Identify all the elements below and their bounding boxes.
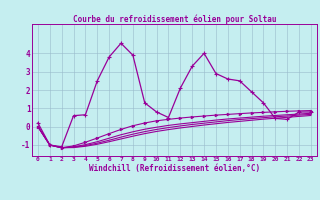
X-axis label: Windchill (Refroidissement éolien,°C): Windchill (Refroidissement éolien,°C): [89, 164, 260, 173]
Title: Courbe du refroidissement éolien pour Soltau: Courbe du refroidissement éolien pour So…: [73, 15, 276, 24]
